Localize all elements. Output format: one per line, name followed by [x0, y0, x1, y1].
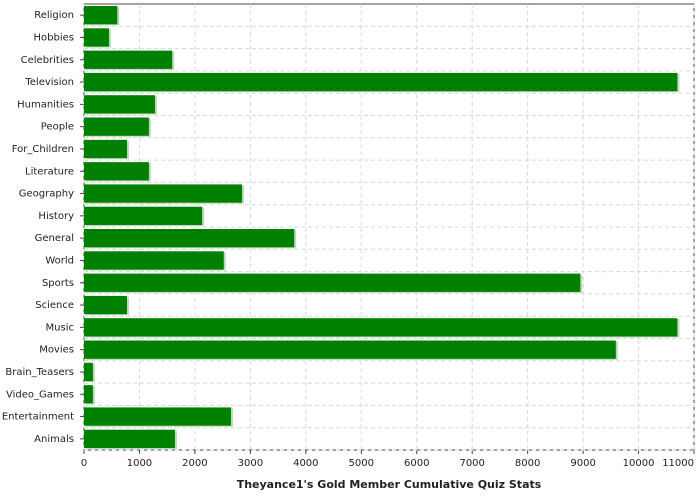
bar	[84, 273, 581, 292]
bar	[84, 95, 155, 114]
y-tick-label: Sports	[42, 278, 74, 289]
y-tick-label: Animals	[34, 434, 74, 445]
x-tick-label: 7000	[459, 458, 484, 469]
y-tick-label: For_Children	[12, 144, 74, 155]
x-tick-label: 10000	[623, 458, 655, 469]
y-tick-label: Brain_Teasers	[5, 367, 74, 378]
bar	[84, 429, 175, 448]
x-tick-label: 1000	[127, 458, 152, 469]
bar	[84, 50, 173, 69]
y-tick-label: Science	[35, 300, 74, 311]
bar	[84, 72, 678, 92]
bar	[84, 385, 93, 404]
x-tick-label: 6000	[404, 458, 429, 469]
y-tick-label: Entertainment	[2, 412, 74, 423]
bar	[84, 362, 93, 382]
y-tick-label: People	[41, 122, 74, 133]
chart-title: Theyance1's Gold Member Cumulative Quiz …	[237, 478, 542, 491]
y-tick-label: Movies	[39, 345, 74, 356]
x-tick-label: 4000	[293, 458, 318, 469]
bar	[84, 295, 127, 315]
bar	[84, 318, 678, 337]
x-tick-label: 9000	[570, 458, 595, 469]
y-tick-label: Television	[24, 77, 74, 88]
bar	[84, 229, 295, 248]
x-tick-label: 11000	[662, 458, 694, 469]
y-tick-label: Music	[46, 322, 74, 333]
bar	[84, 162, 149, 181]
bar	[84, 117, 149, 136]
y-tick-label: World	[45, 255, 74, 266]
y-tick-label: Literature	[25, 166, 74, 177]
y-tick-label: Hobbies	[34, 32, 74, 43]
x-tick-label: 8000	[515, 458, 540, 469]
bar	[84, 407, 231, 426]
x-tick-label: 0	[81, 458, 87, 469]
bar	[84, 28, 109, 47]
x-tick-label: 2000	[182, 458, 207, 469]
x-tick-label: 5000	[349, 458, 374, 469]
bar	[84, 184, 243, 203]
y-tick-label: Celebrities	[21, 55, 74, 66]
bar	[84, 251, 224, 270]
y-tick-label: General	[35, 233, 74, 244]
bar	[84, 206, 203, 225]
y-tick-label: Humanities	[17, 99, 74, 110]
y-tick-label: Religion	[34, 10, 74, 21]
y-tick-label: Video_Games	[6, 389, 74, 400]
bar	[84, 340, 616, 359]
y-tick-label: Geography	[19, 189, 74, 200]
bar	[84, 139, 127, 159]
y-tick-label: History	[38, 211, 74, 222]
bar	[84, 6, 118, 25]
x-tick-label: 3000	[238, 458, 263, 469]
